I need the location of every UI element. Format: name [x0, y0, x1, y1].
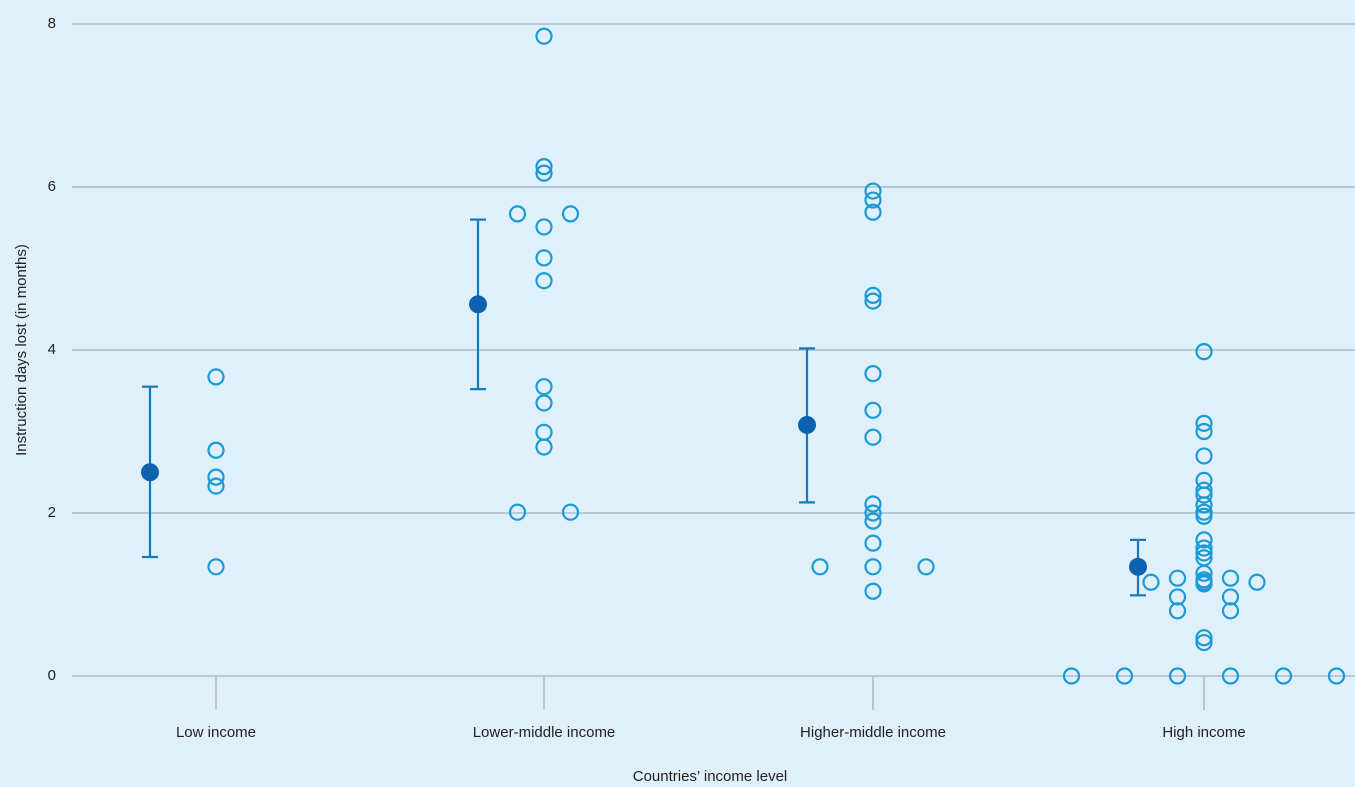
data-point — [508, 503, 527, 521]
data-point — [864, 495, 882, 513]
data-point — [864, 401, 882, 419]
data-point — [864, 534, 882, 552]
data-point — [864, 365, 882, 383]
data-point — [1115, 667, 1134, 685]
data-point — [535, 394, 553, 412]
data-point — [1195, 575, 1213, 593]
data-point — [864, 182, 882, 200]
data-point — [1195, 539, 1213, 557]
data-point — [1195, 507, 1213, 525]
data-point — [535, 272, 553, 290]
data-point — [535, 158, 553, 176]
data-point — [1327, 667, 1346, 685]
data-point — [1221, 667, 1240, 685]
data-point — [535, 378, 553, 396]
data-point — [864, 558, 882, 576]
data-point — [1248, 573, 1266, 591]
mean-point — [798, 415, 816, 434]
data-point — [864, 292, 882, 310]
y-tick-label: 2 — [48, 504, 56, 521]
data-point — [207, 468, 225, 486]
mean-point — [469, 295, 487, 314]
data-point — [864, 428, 882, 446]
data-point — [864, 203, 882, 221]
data-point — [535, 438, 553, 456]
data-point — [1195, 564, 1213, 582]
data-point — [864, 504, 882, 522]
x-axis-label: Countries’ income level — [633, 768, 788, 785]
data-point — [535, 249, 553, 267]
data-point — [535, 164, 553, 182]
data-point — [508, 205, 527, 223]
data-point — [864, 286, 882, 304]
x-tick-label: Lower-middle income — [473, 724, 616, 741]
data-point — [864, 512, 882, 530]
data-point — [864, 582, 882, 600]
data-point — [1221, 602, 1240, 620]
data-point — [1168, 569, 1187, 587]
data-point — [917, 558, 935, 576]
data-point — [207, 368, 225, 386]
data-point — [1062, 667, 1081, 685]
data-point — [1221, 569, 1240, 587]
data-point — [1195, 422, 1213, 441]
x-tick-label: Low income — [176, 724, 256, 741]
y-tick-label: 6 — [48, 178, 56, 195]
data-point — [535, 218, 553, 236]
data-point — [1195, 544, 1213, 562]
data-point — [1274, 667, 1293, 685]
y-tick-label: 8 — [48, 15, 56, 32]
data-point — [1195, 486, 1213, 504]
data-point — [1195, 629, 1213, 647]
x-tick-label: High income — [1162, 724, 1245, 741]
y-tick-label: 4 — [48, 341, 56, 358]
data-point — [207, 477, 225, 495]
data-point — [1195, 531, 1213, 549]
data-point — [1195, 496, 1213, 514]
data-point — [535, 27, 553, 45]
y-tick-label: 0 — [48, 667, 56, 684]
data-point — [1195, 343, 1213, 361]
data-point — [1195, 447, 1213, 465]
data-point — [811, 558, 829, 576]
data-point — [1221, 588, 1240, 606]
data-point — [207, 441, 225, 459]
data-point — [1195, 414, 1213, 432]
data-point — [1195, 633, 1213, 652]
data-point — [207, 558, 225, 576]
data-point — [561, 503, 580, 521]
data-point — [1168, 602, 1187, 620]
data-point — [1142, 573, 1160, 591]
x-tick-label: Higher-middle income — [800, 724, 946, 741]
data-point — [561, 205, 580, 223]
data-point — [1168, 588, 1187, 606]
data-point — [864, 191, 882, 209]
data-point — [1168, 667, 1187, 685]
y-axis-label: Instruction days lost (in months) — [13, 244, 30, 456]
mean-point — [141, 463, 159, 482]
mean-point — [1129, 557, 1147, 576]
